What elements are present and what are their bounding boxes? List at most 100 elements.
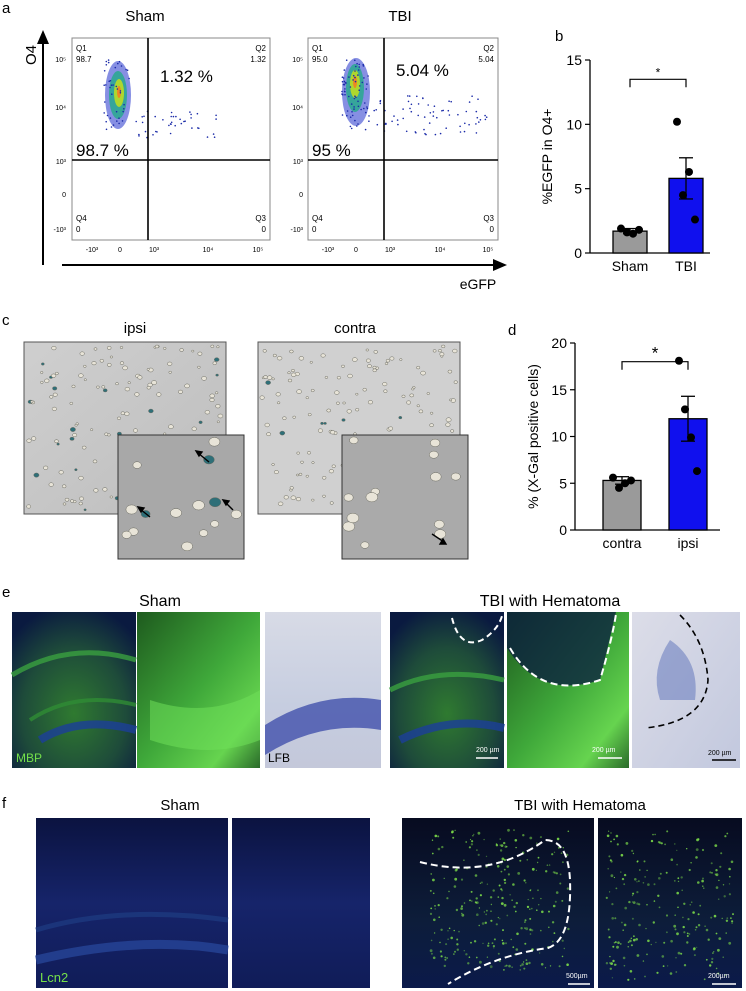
panel-e-label: e — [2, 584, 11, 601]
e-title-tbi: TBI with Hematoma — [479, 593, 621, 610]
hematoma-outline-e1 — [451, 615, 503, 644]
data-point — [681, 405, 689, 414]
tbi-lcn2-signal-lowmag — [429, 828, 570, 971]
data-point — [691, 215, 699, 224]
q2-value-tbi: 5.04 — [478, 55, 494, 64]
x-ticks-tbi: -10³ 0 10³ 10⁴ 10⁵ — [322, 247, 494, 254]
panel-f-label: f — [2, 795, 7, 812]
q4-label-tbi: Q4 — [312, 214, 323, 223]
category-label: ipsi — [677, 535, 698, 551]
tbi-lcn2-signal-highmag — [605, 830, 734, 981]
e-title-sham: Sham — [139, 593, 181, 610]
svg-text:10³: 10³ — [385, 247, 396, 254]
hematoma-outline-f1 — [419, 838, 572, 985]
bar-chart-d: 0 5 10 15 20 % (X-Gal positive cells) contra ip… — [525, 335, 720, 551]
sham-lcn2-lowmag — [36, 818, 228, 988]
q1-value-sham: 98.7 — [76, 55, 92, 64]
big-q1-tbi: 95 % — [312, 141, 351, 160]
y-ticks-tbi: 10⁵ 10⁴ 10³ 0 -10³ — [291, 57, 304, 234]
y-axis-label: %EGFP in O4+ — [539, 109, 555, 205]
significance-bracket — [621, 361, 689, 370]
q4-value-tbi: 0 — [312, 225, 317, 234]
data-point — [679, 191, 687, 200]
ipsi-inset — [117, 434, 245, 560]
y-tick-label: 10 — [566, 116, 582, 132]
data-point — [675, 356, 683, 365]
svg-text:10⁵: 10⁵ — [253, 247, 264, 254]
panel-c-label: c — [2, 312, 10, 329]
q2-label-tbi: Q2 — [483, 44, 494, 53]
svg-text:10⁵: 10⁵ — [483, 247, 494, 254]
ipsi-arrows — [136, 450, 234, 518]
y-tick-label: 20 — [551, 335, 567, 351]
category-label: TBI — [675, 258, 697, 274]
flow-plot-sham-frame — [71, 37, 271, 241]
c-title-ipsi: ipsi — [123, 320, 147, 337]
y-arrow-head — [37, 30, 49, 44]
y-tick-label: 15 — [566, 52, 582, 68]
y-tick-label: 0 — [559, 522, 567, 538]
data-point — [621, 479, 629, 488]
flow-density-tbi — [342, 58, 370, 126]
y-axis-label: % (X-Gal positive cells) — [525, 364, 541, 509]
y-ticks-sham: 10⁵ 10⁴ 10³ 0 -10³ — [54, 57, 67, 234]
data-point — [623, 228, 631, 237]
scale-bar-e2: 200 µm — [592, 747, 616, 754]
scale-bar-f1: 500µm — [566, 973, 588, 980]
c-title-contra: contra — [334, 320, 376, 337]
q1-value-tbi: 95.0 — [312, 55, 328, 64]
xgal-micrographs — [23, 341, 469, 560]
panel-a-label: a — [2, 0, 11, 17]
x-arrow-head — [493, 259, 507, 271]
y-axis-label: O4 — [23, 45, 40, 65]
flow-cytometry-panel: O4 eGFP Q1 98.7 Q2 1.32 Q4 0 Q3 0 1.32 %… — [23, 30, 507, 292]
panel-d-label: d — [508, 322, 517, 339]
svg-text:10⁴: 10⁴ — [292, 105, 303, 112]
svg-text:10⁵: 10⁵ — [55, 57, 66, 64]
data-point — [673, 117, 681, 126]
data-point — [685, 167, 693, 176]
y-tick-label: 10 — [551, 429, 567, 445]
flow-title-sham: Sham — [125, 8, 165, 25]
q2-value-sham: 1.32 — [250, 55, 266, 64]
q3-value-sham: 0 — [262, 225, 267, 234]
svg-text:10⁵: 10⁵ — [292, 57, 303, 64]
sham-lcn2-highmag — [232, 818, 370, 988]
big-q1-sham: 98.7 % — [76, 141, 129, 160]
x-ticks-sham: -10³ 0 10³ 10⁴ 10⁵ — [86, 247, 264, 254]
significance-star: * — [652, 344, 659, 363]
tbi-mbp-lowmag — [390, 612, 504, 768]
data-point — [629, 229, 637, 238]
y-tick-label: 0 — [574, 245, 582, 261]
y-tick-label: 5 — [574, 181, 582, 197]
q3-label-sham: Q3 — [255, 214, 266, 223]
data-point — [617, 224, 625, 233]
flow-plot-tbi-frame — [307, 37, 499, 241]
svg-text:10³: 10³ — [293, 159, 304, 166]
big-q2-tbi: 5.04 % — [396, 61, 449, 80]
f-title-sham: Sham — [160, 797, 200, 814]
data-point — [693, 467, 701, 476]
bar-chart-b: 0 5 10 15 %EGFP in O4+ Sham TBI * — [539, 52, 710, 274]
significance-star: * — [656, 65, 661, 79]
svg-text:0: 0 — [62, 192, 66, 199]
q1-label-tbi: Q1 — [312, 44, 323, 53]
svg-text:-10³: -10³ — [322, 247, 335, 254]
svg-text:0: 0 — [354, 247, 358, 254]
f-title-tbi: TBI with Hematoma — [514, 797, 646, 814]
data-point — [635, 225, 643, 234]
scale-bar-f2: 200µm — [708, 973, 730, 980]
svg-text:10⁴: 10⁴ — [435, 247, 446, 254]
svg-text:10³: 10³ — [149, 247, 160, 254]
q3-value-tbi: 0 — [490, 225, 495, 234]
data-point — [627, 476, 635, 485]
flow-scatter-sham — [103, 59, 217, 139]
histology-row-e: MBP LFB 200 µm 200 µm 200 µm — [10, 612, 740, 768]
contra-inset — [341, 434, 469, 560]
svg-text:0: 0 — [118, 247, 122, 254]
data-point — [615, 483, 623, 492]
hematoma-outline-e3 — [644, 614, 709, 729]
y-tick-label: 5 — [559, 475, 567, 491]
tbi-lcn2-lowmag — [402, 818, 594, 988]
